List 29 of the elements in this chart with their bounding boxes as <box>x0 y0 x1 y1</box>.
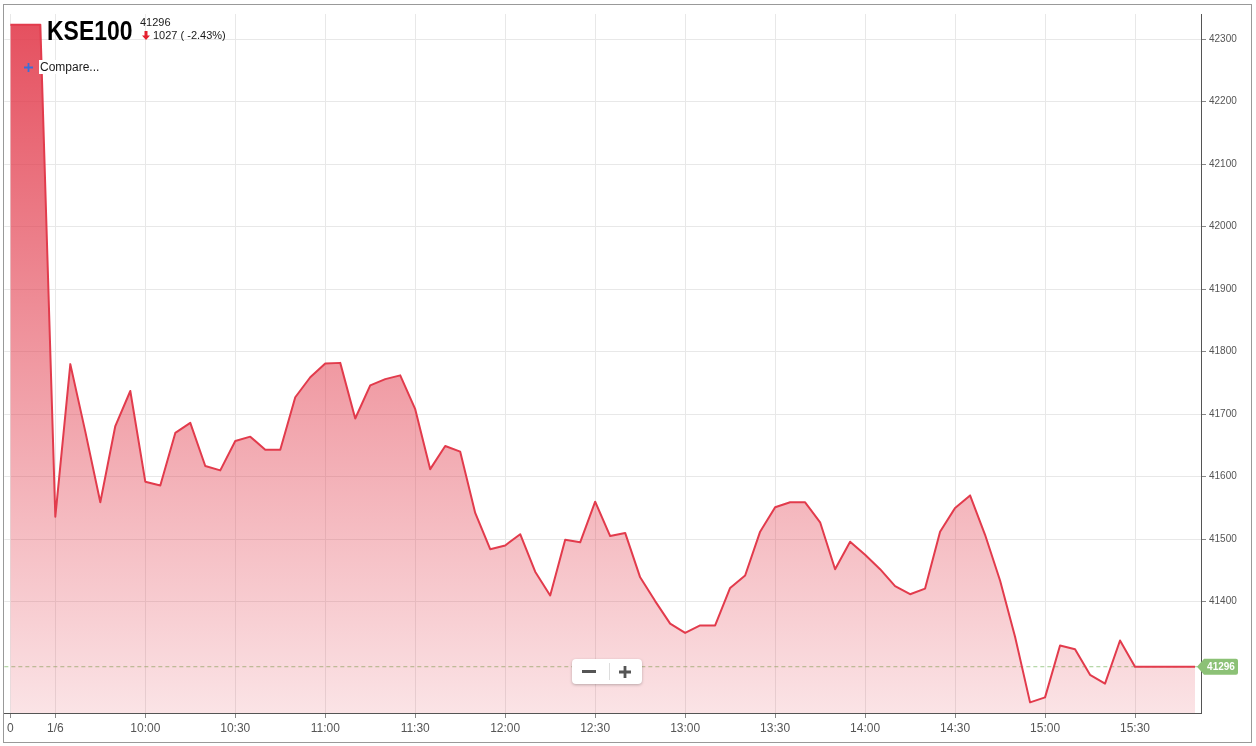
x-tick-label: 10:30 <box>220 720 251 735</box>
y-tick-label: 42200 <box>1209 95 1238 107</box>
x-tick-label: 15:30 <box>1120 720 1151 735</box>
y-tick-label: 41700 <box>1209 407 1238 419</box>
x-tick-label: 15:00 <box>1030 720 1061 735</box>
x-tick-label: 14:00 <box>850 720 881 735</box>
chart-title: KSE100 <box>47 15 133 46</box>
y-tick-label: 42000 <box>1209 220 1238 232</box>
x-tick-label: 11:00 <box>310 720 341 735</box>
x-tick-label: 13:30 <box>760 720 791 735</box>
x-tick-label: 10:00 <box>130 720 161 735</box>
x-tick-label: 12:00 <box>490 720 521 735</box>
y-tick-label: 41900 <box>1209 282 1238 294</box>
annotation: Compare... <box>39 60 101 75</box>
y-tick-label: 41500 <box>1209 532 1238 544</box>
annotation: 1027 ( -2.43%) <box>153 28 226 41</box>
x-tick-label: 11:30 <box>400 720 431 735</box>
x-tick-label: 14:30 <box>940 720 971 735</box>
ref-line-label: 41296 <box>1207 660 1236 672</box>
y-tick-label: 41600 <box>1209 470 1238 482</box>
y-tick-label: 41800 <box>1209 345 1238 357</box>
y-tick-label: 41400 <box>1209 595 1238 607</box>
chart-subtitle: 41296 <box>140 16 171 28</box>
y-tick-label: 42300 <box>1209 32 1238 44</box>
y-tick-label: 42100 <box>1209 157 1238 169</box>
x-tick-label: 1/6 <box>46 720 64 735</box>
x-tick-label: 0 <box>6 720 14 735</box>
x-tick-label: 13:00 <box>670 720 701 735</box>
x-tick-label: 12:30 <box>580 720 611 735</box>
